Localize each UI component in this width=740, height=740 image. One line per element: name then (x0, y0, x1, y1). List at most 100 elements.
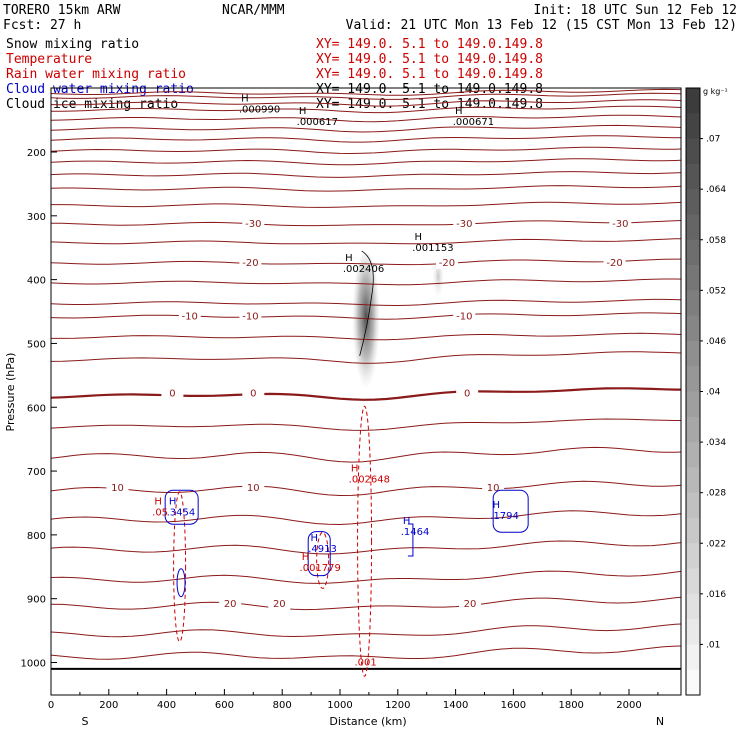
temp-label-bg-0-0 (242, 217, 265, 230)
temp-label-3-2: 0 (464, 389, 470, 400)
x-tick-label-3: 600 (215, 700, 234, 711)
colorbar-swatch-19 (686, 568, 700, 595)
temp-label-bg-4-0 (106, 482, 129, 495)
temp-label-4-1: 10 (247, 483, 260, 494)
y-tick-label-1: 300 (27, 212, 46, 223)
isotherm-12 (51, 219, 681, 227)
x-tick-label-10: 2000 (616, 700, 641, 711)
x-tick-label-9: 1800 (558, 700, 583, 711)
valid-time: Valid: 21 UTC Mon 13 Feb 12 (15 CST Mon … (346, 18, 737, 33)
isotherm-8 (51, 158, 681, 166)
isotherm-23 (51, 480, 681, 497)
isotherm-16 (51, 298, 681, 307)
temp-label-4-0: 10 (111, 483, 124, 494)
extremum-marker-4: H (414, 232, 422, 243)
colorbar-swatch-20 (686, 593, 700, 620)
axes: 0 200 400 600 800 1000 1200 1400 1600 1800 2000200… (21, 148, 659, 711)
field-xy-temperature: XY= 149.0. 5.1 to 149.0.149.8 (316, 52, 543, 67)
y-tick-label-7: 900 (27, 595, 46, 606)
y-tick-label-6: 800 (27, 531, 46, 542)
extremum-marker-7: H (154, 497, 162, 508)
cloud-contour-mid (307, 531, 331, 577)
colorbar-swatch-17 (686, 517, 700, 544)
rain-contour-left (173, 491, 187, 643)
colorbar-label-10: .01 (706, 640, 720, 650)
extremum-value-8: .001 (354, 658, 376, 669)
temp-label-0-0: -30 (245, 219, 261, 230)
colorbar-swatch-5 (686, 214, 700, 241)
colorbar-swatch-21 (686, 619, 700, 645)
right-endpoint-label: N (656, 715, 664, 728)
extremum-marker-5: H (351, 464, 359, 475)
extremum-marker-6: H (302, 552, 310, 563)
isotherm-24 (51, 510, 681, 526)
temp-label-bg-1-2 (603, 256, 626, 269)
colorbar-label-2: .058 (706, 236, 726, 246)
y-tick-label-8: 1000 (21, 659, 46, 670)
y-tick-label-3: 500 (27, 339, 46, 350)
isotherm-7 (51, 146, 681, 155)
cloud-contour-far (492, 489, 529, 533)
temp-label-3-0: 0 (169, 389, 175, 400)
colorbar-swatch-14 (686, 442, 700, 468)
field-legend: Snow mixing ratio XY= 149.0. 5.1 to 149.… (6, 37, 543, 112)
init-time: Init: 18 UTC Sun 12 Feb 12 (534, 3, 738, 18)
colorbar-swatch-3 (686, 163, 700, 190)
colorbar-swatch-4 (686, 189, 700, 215)
x-tick-label-6: 1200 (385, 700, 410, 711)
rain-contour-mid (316, 531, 330, 589)
y-tick-label-2: 400 (27, 276, 46, 287)
temp-label-bg-1-0 (239, 256, 262, 269)
colorbar-label-5: .04 (706, 388, 721, 398)
temp-label-5-1: 20 (273, 599, 286, 610)
isotherm-21 (51, 418, 681, 431)
isotherm-13 (51, 238, 681, 245)
colorbar: g kg⁻¹ .07 .064 .058 .052 .046 .04 .034 .028 .022… (685, 87, 728, 696)
isotherm-26 (51, 570, 681, 584)
temp-label-bg-0-1 (453, 217, 476, 230)
field-name-temperature: Temperature (6, 52, 92, 67)
temp-label-3-1: 0 (250, 389, 256, 400)
isotherm-0 (51, 88, 681, 96)
temp-label-bg-3-1 (242, 387, 265, 400)
x-tick-label-5: 1000 (327, 700, 352, 711)
temp-label-bg-2-2 (453, 310, 476, 323)
isotherm-17 (51, 312, 681, 320)
isotherm-15 (51, 278, 681, 286)
isotherm-19 (51, 351, 681, 364)
extremum-value-2: .000671 (453, 117, 494, 128)
snow-contour (359, 250, 374, 357)
plot-frame (50, 87, 682, 696)
colorbar-swatch-16 (686, 492, 700, 519)
temp-label-1-0: -20 (242, 258, 258, 269)
y-axis-label: Pressure (hPa) (4, 353, 17, 432)
temp-label-0-1: -30 (456, 219, 472, 230)
isotherm-6 (51, 135, 681, 143)
isotherm-20 (51, 387, 681, 401)
colorbar-swatch-13 (686, 416, 700, 443)
rain-contour-column (357, 405, 373, 677)
colorbar-swatch-9 (686, 315, 700, 342)
colorbar-unit: g kg⁻¹ (703, 87, 728, 96)
colorbar-swatch-18 (686, 543, 700, 570)
temp-label-bg-0-2 (609, 217, 632, 230)
colorbar-swatch-10 (686, 340, 700, 367)
colorbar-swatch-12 (686, 391, 700, 418)
colorbar-label-9: .016 (706, 590, 726, 600)
temp-label-1-1: -20 (439, 258, 455, 269)
x-tick-label-8: 1600 (501, 700, 526, 711)
cloud-contour-left-low (176, 568, 186, 598)
extremum-marker-12: H (493, 500, 501, 511)
temp-label-bg-2-1 (239, 310, 262, 323)
isotherm-14 (51, 258, 681, 266)
extremum-marker-1: H (299, 106, 307, 117)
isotherm-27 (51, 596, 681, 611)
colorbar-label-0: .07 (706, 135, 720, 145)
colorbar-label-1: .064 (706, 185, 726, 195)
colorbar-label-3: .052 (706, 286, 726, 296)
isotherm-11 (51, 201, 681, 208)
extremum-value-4: .001153 (412, 243, 453, 254)
plot-area: -30 -30 -30 -20 -20 -20 -10 -10 -10 0 0 0 10 10 10 20 20… (51, 88, 681, 677)
field-name-rain: Rain water mixing ratio (6, 67, 186, 82)
